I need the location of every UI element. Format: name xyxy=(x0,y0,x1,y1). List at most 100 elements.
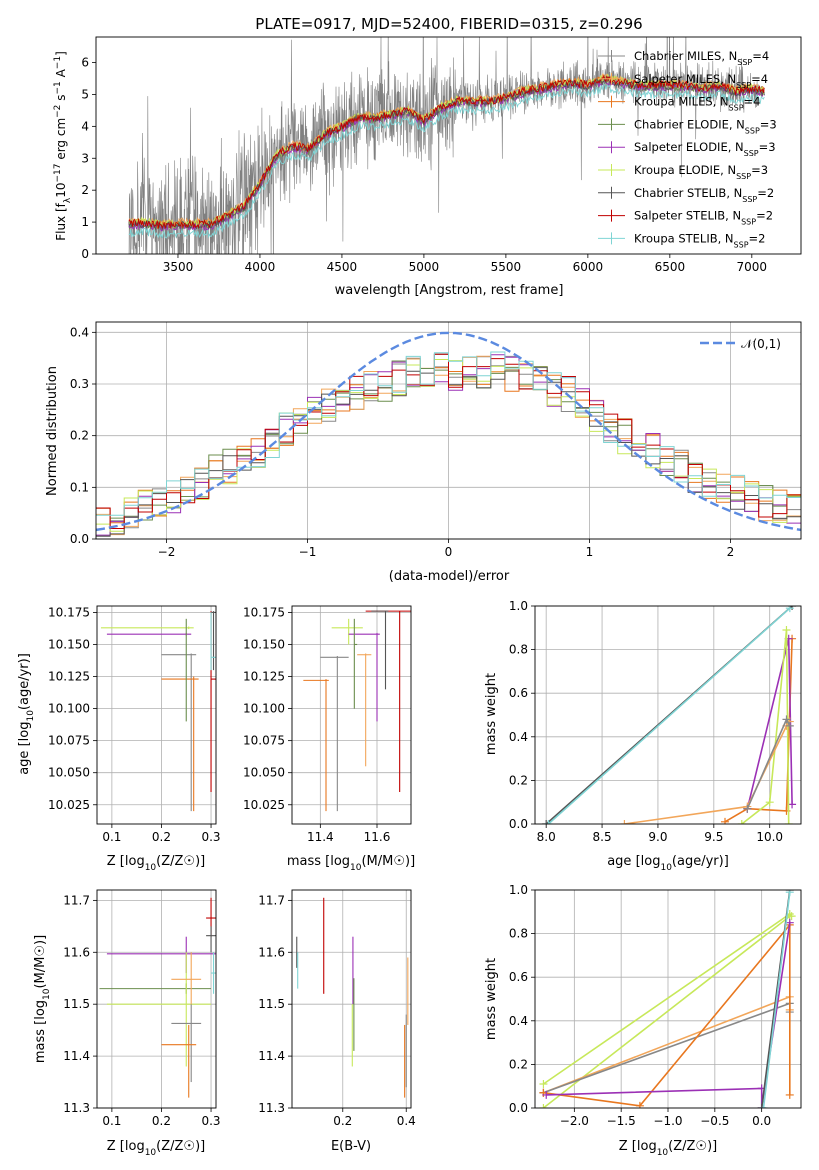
y-tick-label: 6 xyxy=(81,56,89,70)
errorbar-kroupa-miles xyxy=(161,676,199,812)
weight-line xyxy=(762,892,791,1108)
weight-marker xyxy=(635,1101,644,1108)
x-tick-label: −2 xyxy=(158,545,176,559)
x-tick-label: 0 xyxy=(445,545,453,559)
x-tick-label: 6000 xyxy=(573,260,604,274)
legend-entry: Chabrier MILES, NSSP=4 xyxy=(598,49,769,67)
weight-line xyxy=(542,912,793,1085)
y-tick-label: 0.4 xyxy=(509,1014,528,1028)
axes-massweight-vs-Z: −2.0 −1.5 −1.0 −0.5 0.0 0.0 0.2 0.4 0.6 0.8 1.0 Z [… xyxy=(484,883,802,1158)
legend-label: Salpeter STELIB, NSSP=2 xyxy=(634,209,773,227)
x-tick-label: 11.6 xyxy=(364,830,391,844)
weight-line xyxy=(543,922,791,1107)
weights-chabrier-stelib xyxy=(757,890,794,1108)
x-axis-label: Z [log10(Z/Z☉)] xyxy=(107,854,205,873)
legend-label: Chabrier ELODIE, NSSP=3 xyxy=(634,117,777,135)
weight-marker xyxy=(785,1090,794,1099)
errorbar-kroupa-elodie xyxy=(331,618,363,645)
axes-frame xyxy=(534,605,802,825)
legend-entry: Chabrier STELIB, NSSP=2 xyxy=(598,186,774,203)
x-tick-label: 3500 xyxy=(163,260,194,274)
x-axis-label: age [log10(age/yr)] xyxy=(607,854,729,873)
x-tick-label: 8.0 xyxy=(537,830,556,844)
weight-line xyxy=(547,607,791,824)
weight-marker xyxy=(542,1090,551,1099)
axes-spectrum: 3500 4000 4500 5000 5500 6000 6500 7000 0 1 2 3 4 5 6 w… xyxy=(53,36,802,298)
weights-kroupa-stelib xyxy=(544,606,794,824)
weight-marker xyxy=(737,820,746,824)
y-tick-label: 1 xyxy=(81,215,89,229)
weight-marker xyxy=(782,715,791,724)
y-tick-label: 11.5 xyxy=(258,997,285,1011)
x-tick-label: 0.3 xyxy=(201,830,220,844)
x-axis-label: Z [log10(Z/Z☉)] xyxy=(619,1139,717,1158)
y-tick-label: 11.3 xyxy=(258,1101,285,1115)
weights-kroupa-stelib xyxy=(759,890,794,1108)
weights-chabrier-miles xyxy=(743,715,794,813)
errorbar-chabrier-miles xyxy=(320,656,349,812)
y-tick-label: 11.4 xyxy=(63,1049,90,1063)
x-tick-label: 2 xyxy=(727,545,735,559)
y-tick-label: 10.125 xyxy=(48,670,90,684)
plot-area-age-vs-mass xyxy=(303,610,411,812)
x-axis-label: Z [log10(Z/Z☉)] xyxy=(107,1139,205,1158)
y-tick-label: 10.050 xyxy=(48,766,90,780)
y-tick-label: 0.2 xyxy=(70,429,89,443)
errorbar-salpeter-miles xyxy=(357,653,372,767)
weight-marker xyxy=(784,820,793,824)
legend-entry: Kroupa ELODIE, NSSP=3 xyxy=(598,163,768,181)
y-tick-label: 0.3 xyxy=(70,377,89,391)
legend-entry: Kroupa STELIB, NSSP=2 xyxy=(598,231,765,249)
errorbar-chabrier-stelib xyxy=(206,926,216,953)
errorbar-chabrier-miles xyxy=(161,653,197,812)
weight-marker xyxy=(785,918,794,927)
y-tick-label: 10.075 xyxy=(243,734,285,748)
y-tick-label: 11.6 xyxy=(63,945,90,959)
plot-area-age-vs-Z xyxy=(100,611,216,812)
x-tick-label: 1 xyxy=(586,545,594,559)
x-tick-label: 0.3 xyxy=(201,1114,220,1128)
y-tick-label: 11.3 xyxy=(63,1101,90,1115)
y-tick-label: 0.6 xyxy=(509,686,528,700)
errorbar-kroupa-elodie xyxy=(106,952,212,1067)
axes-frame xyxy=(95,321,802,540)
y-tick-label: 0.0 xyxy=(509,1101,528,1115)
y-tick-label: 10.175 xyxy=(48,605,90,619)
plot-area-massweight-vs-Z xyxy=(539,890,796,1108)
weights-kroupa-elodie xyxy=(737,625,793,824)
y-tick-label: 11.7 xyxy=(63,893,90,907)
weights-kroupa-elodie xyxy=(539,912,794,1108)
legend-entry: Salpeter MILES, NSSP=4 xyxy=(598,72,768,90)
axes-age-vs-Z: 0.1 0.2 0.3 10.025 10.050 10.075 10.100 10.125 1… xyxy=(17,605,221,873)
y-tick-label: 10.150 xyxy=(48,637,90,651)
x-tick-label: −1.5 xyxy=(607,1114,636,1128)
weight-marker xyxy=(542,820,551,824)
plot-area-mass-vs-ebv xyxy=(296,897,409,1098)
y-tick-label: 11.7 xyxy=(258,893,285,907)
plot-area-residuals xyxy=(96,331,801,537)
axes-massweight-vs-age: 8.0 8.5 9.0 9.5 10.0 0.0 0.2 0.4 0.6 0.8 1.0 age [l… xyxy=(484,599,802,873)
axes-frame xyxy=(291,889,412,1109)
errorbar-salpeter-elodie xyxy=(106,632,192,636)
plot-area-massweight-vs-age xyxy=(542,606,797,824)
y-tick-label: 3 xyxy=(81,151,89,165)
errorbar-chabrier-elodie xyxy=(353,618,358,709)
y-axis-label: mass weight xyxy=(484,958,499,1040)
y-tick-label: 0.1 xyxy=(70,480,89,494)
legend-label: Salpeter MILES, NSSP=4 xyxy=(634,72,768,90)
y-tick-label: 11.6 xyxy=(258,945,285,959)
y-tick-label: 10.075 xyxy=(48,734,90,748)
weight-marker xyxy=(788,800,797,809)
y-tick-label: 0.6 xyxy=(509,970,528,984)
weight-marker xyxy=(539,1080,548,1089)
y-tick-label: 11.5 xyxy=(63,997,90,1011)
x-axis-label: E(B-V) xyxy=(331,1139,371,1154)
axes-mass-vs-Z: 0.1 0.2 0.3 11.3 11.4 11.5 11.6 11.7 Z [log10(Z/… xyxy=(33,889,221,1158)
errorbar-kroupa-stelib xyxy=(211,952,216,994)
normal-curve xyxy=(96,331,801,532)
legend-label: Kroupa STELIB, NSSP=2 xyxy=(634,231,765,249)
errorbar-kroupa-stelib xyxy=(210,612,216,671)
legend-label: Chabrier MILES, NSSP=4 xyxy=(634,49,769,67)
axes-age-vs-mass: 11.4 11.6 10.025 10.050 10.075 10.100 10.125 10… xyxy=(243,605,415,873)
weight-line xyxy=(741,629,790,824)
